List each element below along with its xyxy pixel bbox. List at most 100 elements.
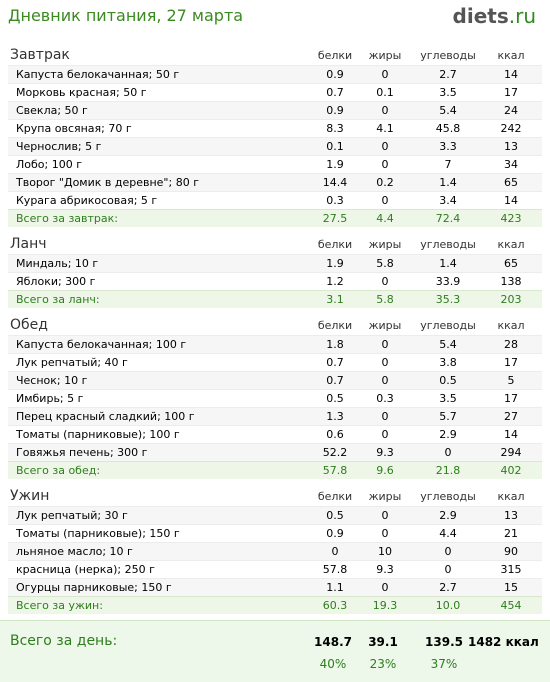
food-name: Курага абрикосовая; 5 г — [16, 194, 158, 207]
meal-header: Ужин белки жиры углеводы ккал — [8, 485, 542, 506]
food-kcal: 27 — [504, 410, 518, 423]
food-kcal: 14 — [504, 68, 518, 81]
food-fat: 0.1 — [376, 86, 394, 99]
food-row: Перец красный сладкий; 100 г 1.3 0 5.7 27 — [8, 407, 542, 425]
food-fat: 5.8 — [376, 257, 394, 270]
food-row: красница (нерка); 250 г 57.8 9.3 0 315 — [8, 560, 542, 578]
food-kcal: 65 — [504, 176, 518, 189]
food-kcal: 17 — [504, 356, 518, 369]
meal-total-row: Всего за ланч: 3.1 5.8 35.3 203 — [8, 290, 542, 308]
day-total-box: Всего за день: 148.7 39.1 139.5 1482 кка… — [0, 620, 550, 682]
food-fat: 4.1 — [376, 122, 394, 135]
food-protein: 1.1 — [326, 581, 344, 594]
food-carbs: 5.4 — [439, 104, 457, 117]
day-total-kcal: 1482 ккал — [468, 635, 539, 649]
food-kcal: 17 — [504, 392, 518, 405]
food-protein: 1.3 — [326, 410, 344, 423]
meal-total-fat: 19.3 — [372, 599, 398, 612]
food-name: Томаты (парниковые); 150 г — [16, 527, 180, 540]
column-header-fat: жиры — [368, 238, 402, 251]
food-fat: 0 — [381, 140, 389, 153]
food-name: красница (нерка); 250 г — [16, 563, 155, 576]
food-row: Творог "Домик в деревне"; 80 г 14.4 0.2 1.4… — [8, 173, 542, 191]
food-carbs: 2.9 — [439, 509, 457, 522]
column-header-protein: белки — [317, 319, 353, 332]
food-fat: 0 — [381, 194, 389, 207]
food-carbs: 3.4 — [439, 194, 457, 207]
food-row: Лук репчатый; 40 г 0.7 0 3.8 17 — [8, 353, 542, 371]
food-name: Имбирь; 5 г — [16, 392, 84, 405]
food-carbs: 3.5 — [439, 86, 457, 99]
food-row: Томаты (парниковые); 150 г 0.9 0 4.4 21 — [8, 524, 542, 542]
food-row: Томаты (парниковые); 100 г 0.6 0 2.9 14 — [8, 425, 542, 443]
meals-table: Завтрак белки жиры углеводы ккал Капуста бело… — [8, 44, 542, 620]
food-name: Свекла; 50 г — [16, 104, 88, 117]
food-fat: 0 — [381, 275, 389, 288]
food-kcal: 14 — [504, 194, 518, 207]
food-name: Чеснок; 10 г — [16, 374, 88, 387]
food-protein: 0.6 — [326, 428, 344, 441]
food-kcal: 15 — [504, 581, 518, 594]
day-total-label: Всего за день: — [10, 633, 118, 649]
food-carbs: 33.9 — [435, 275, 461, 288]
food-row: льняное масло; 10 г 0 10 0 90 — [8, 542, 542, 560]
food-row: Капуста белокачанная; 50 г 0.9 0 2.7 14 — [8, 65, 542, 83]
food-name: Лобо; 100 г — [16, 158, 82, 171]
food-protein: 14.4 — [322, 176, 348, 189]
food-fat: 0 — [381, 410, 389, 423]
food-protein: 0.5 — [326, 509, 344, 522]
food-kcal: 90 — [504, 545, 518, 558]
meal-total-protein: 57.8 — [322, 464, 348, 477]
day-fat-percent: 23% — [369, 657, 397, 671]
site-logo[interactable]: diets.ru — [453, 4, 536, 28]
food-carbs: 3.8 — [439, 356, 457, 369]
food-row: Яблоки; 300 г 1.2 0 33.9 138 — [8, 272, 542, 290]
food-name: Лук репчатый; 30 г — [16, 509, 128, 522]
meal-header: Обед белки жиры углеводы ккал — [8, 314, 542, 335]
food-carbs: 7 — [444, 158, 452, 171]
meal-total-row: Всего за обед: 57.8 9.6 21.8 402 — [8, 461, 542, 479]
food-carbs: 0 — [444, 545, 452, 558]
food-row: Чеснок; 10 г 0.7 0 0.5 5 — [8, 371, 542, 389]
food-fat: 0.3 — [376, 392, 394, 405]
food-protein: 0.3 — [326, 194, 344, 207]
food-carbs: 0.5 — [439, 374, 457, 387]
food-name: льняное масло; 10 г — [16, 545, 133, 558]
food-fat: 0 — [381, 581, 389, 594]
food-name: Лук репчатый; 40 г — [16, 356, 128, 369]
column-header-fat: жиры — [368, 49, 402, 62]
food-fat: 0 — [381, 104, 389, 117]
column-header-protein: белки — [317, 49, 353, 62]
day-carbs-percent: 37% — [430, 657, 458, 671]
food-name: Капуста белокачанная; 100 г — [16, 338, 187, 351]
food-carbs: 2.7 — [439, 68, 457, 81]
meal-total-protein: 60.3 — [322, 599, 348, 612]
meal-total-row: Всего за завтрак: 27.5 4.4 72.4 423 — [8, 209, 542, 227]
food-row: Лук репчатый; 30 г 0.5 0 2.9 13 — [8, 506, 542, 524]
food-row: Лобо; 100 г 1.9 0 7 34 — [8, 155, 542, 173]
meal-total-kcal: 203 — [500, 293, 522, 306]
food-carbs: 4.4 — [439, 527, 457, 540]
food-name: Яблоки; 300 г — [16, 275, 96, 288]
food-protein: 1.9 — [326, 257, 344, 270]
meal-total-carbs: 10.0 — [435, 599, 461, 612]
meal-total-label: Всего за завтрак: — [16, 212, 119, 225]
food-protein: 52.2 — [322, 446, 348, 459]
food-carbs: 5.4 — [439, 338, 457, 351]
meal-total-protein: 27.5 — [322, 212, 348, 225]
food-carbs: 3.5 — [439, 392, 457, 405]
food-kcal: 14 — [504, 428, 518, 441]
day-total-protein: 148.7 — [314, 635, 352, 649]
food-name: Морковь красная; 50 г — [16, 86, 147, 99]
meal-total-protein: 3.1 — [326, 293, 344, 306]
meal-total-row: Всего за ужин: 60.3 19.3 10.0 454 — [8, 596, 542, 614]
food-protein: 1.2 — [326, 275, 344, 288]
food-kcal: 34 — [504, 158, 518, 171]
meal-name: Ланч — [10, 236, 47, 252]
column-header-kcal: ккал — [497, 238, 525, 251]
meal-total-label: Всего за обед: — [16, 464, 101, 477]
food-fat: 0 — [381, 374, 389, 387]
food-carbs: 45.8 — [435, 122, 461, 135]
meal-header: Завтрак белки жиры углеводы ккал — [8, 44, 542, 65]
food-protein: 0.7 — [326, 86, 344, 99]
